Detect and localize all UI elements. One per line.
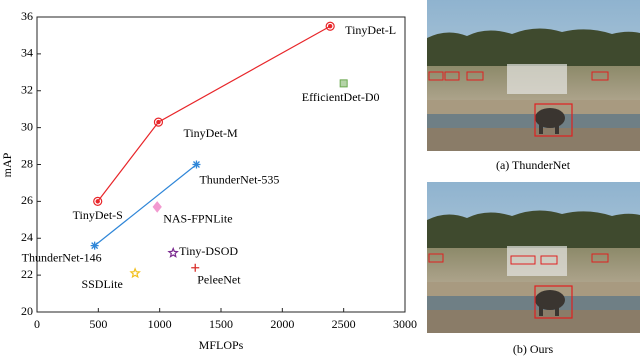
caption: (a) ThunderNet	[496, 158, 571, 172]
marker	[129, 267, 141, 279]
point	[339, 79, 348, 88]
y-tick-label: 32	[21, 83, 33, 97]
marker	[339, 79, 348, 88]
marker	[325, 21, 335, 31]
x-tick-label: 0	[34, 317, 40, 331]
marker-dot	[327, 24, 333, 29]
marker	[152, 201, 162, 213]
marker	[167, 246, 179, 258]
x-tick-label: 2500	[332, 317, 356, 331]
photo-b	[426, 181, 640, 334]
point	[152, 201, 162, 213]
point	[191, 263, 200, 272]
y-tick-label: 34	[21, 46, 33, 60]
point-label: EfficientDet-D0	[302, 90, 380, 104]
point-label: ThunderNet-146	[22, 250, 102, 264]
point	[129, 267, 141, 279]
photo-a	[426, 0, 640, 152]
point	[93, 196, 103, 206]
y-tick-label: 26	[21, 193, 33, 207]
x-tick-label: 2000	[270, 317, 294, 331]
caption: (b) Ours	[513, 342, 554, 356]
y-axis-label: mAP	[0, 152, 14, 177]
marker	[153, 117, 164, 127]
x-tick-label: 3000	[393, 317, 417, 331]
marker	[93, 196, 103, 206]
y-tick-label: 36	[21, 9, 33, 23]
y-tick-label: 24	[21, 230, 33, 244]
x-tick-label: 1500	[209, 317, 233, 331]
point-label: PeleeNet	[197, 273, 241, 287]
plot-frame	[36, 16, 406, 313]
point	[192, 160, 201, 169]
point	[153, 117, 164, 127]
marker	[191, 263, 200, 272]
point-label: Tiny-DSOD	[179, 244, 238, 258]
point	[167, 246, 179, 258]
x-tick-label: 1000	[148, 317, 172, 331]
point	[325, 21, 335, 31]
marker-dot	[95, 199, 100, 204]
point-label: TinyDet-S	[73, 208, 123, 222]
series-line	[94, 164, 197, 247]
point-label: ThunderNet-535	[199, 172, 279, 186]
x-tick-label: 500	[89, 317, 107, 331]
y-tick-label: 30	[21, 119, 33, 133]
marker-dot	[156, 119, 161, 125]
point-label: SSDLite	[81, 277, 122, 291]
x-axis-label: MFLOPs	[199, 338, 244, 352]
marker	[192, 160, 201, 169]
y-tick-label: 22	[21, 267, 33, 281]
y-tick-label: 28	[21, 156, 33, 170]
marker	[90, 241, 99, 250]
y-tick-label: 20	[21, 304, 33, 318]
point-label: NAS-FPNLite	[163, 212, 232, 226]
point-label: TinyDet-M	[183, 126, 238, 140]
point-label: TinyDet-L	[345, 23, 396, 37]
point	[90, 241, 99, 250]
